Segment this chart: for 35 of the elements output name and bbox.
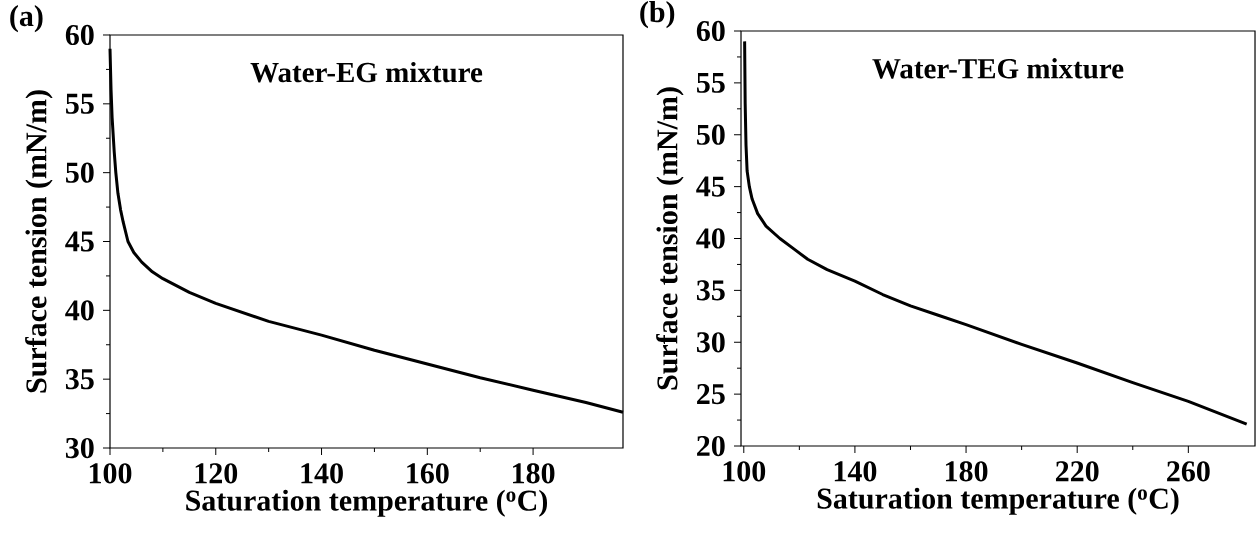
x-tick-label: 160	[407, 463, 449, 484]
y-tick-label: 25	[697, 384, 725, 405]
x-tick-label: 140	[301, 463, 343, 484]
y-tick-label: 35	[696, 280, 725, 301]
y-tick-label: 60	[65, 24, 94, 46]
x-tick-label: 100	[723, 461, 766, 482]
annotation: Water-EG mixture	[250, 61, 483, 83]
y-tick-label: 45	[65, 231, 94, 252]
y-tick-label: 20	[697, 435, 725, 457]
y-tick-label: 55	[66, 93, 94, 114]
y-tick-label: 35	[65, 369, 94, 390]
x-tick-label: 180	[512, 463, 555, 484]
x-tick-label: 120	[195, 463, 238, 484]
line-series	[743, 39, 1249, 426]
y-axis-title: Surface tension (mN/m)	[656, 87, 684, 390]
x-tick-label: 220	[1055, 461, 1099, 482]
chart-title: (b)	[640, 1, 675, 29]
x-tick-label: 100	[89, 463, 132, 484]
x-axis-title: Saturation temperature ($^{o}$C)	[186, 489, 548, 517]
x-axis-title: Saturation temperature ($^{o}$C)	[817, 487, 1179, 515]
x-tick-label: 260	[1167, 461, 1210, 482]
y-tick-label: 60	[696, 20, 725, 42]
x-tick-label: 140	[834, 461, 877, 482]
annotation: Water-TEG mixture	[872, 58, 1124, 79]
y-tick-label: 55	[697, 72, 725, 93]
y-tick-label: 40	[696, 228, 725, 249]
x-tick-label: 180	[945, 461, 988, 482]
y-tick-label: 50	[697, 124, 725, 145]
chart-title: (a)	[10, 5, 43, 33]
y-axis-title: Surface tension (mN/m)	[25, 90, 53, 393]
y-tick-label: 30	[65, 437, 94, 459]
y-tick-label: 45	[696, 176, 725, 197]
y-tick-label: 50	[66, 162, 94, 183]
y-tick-label: 40	[65, 300, 94, 321]
y-tick-label: 30	[696, 332, 725, 353]
